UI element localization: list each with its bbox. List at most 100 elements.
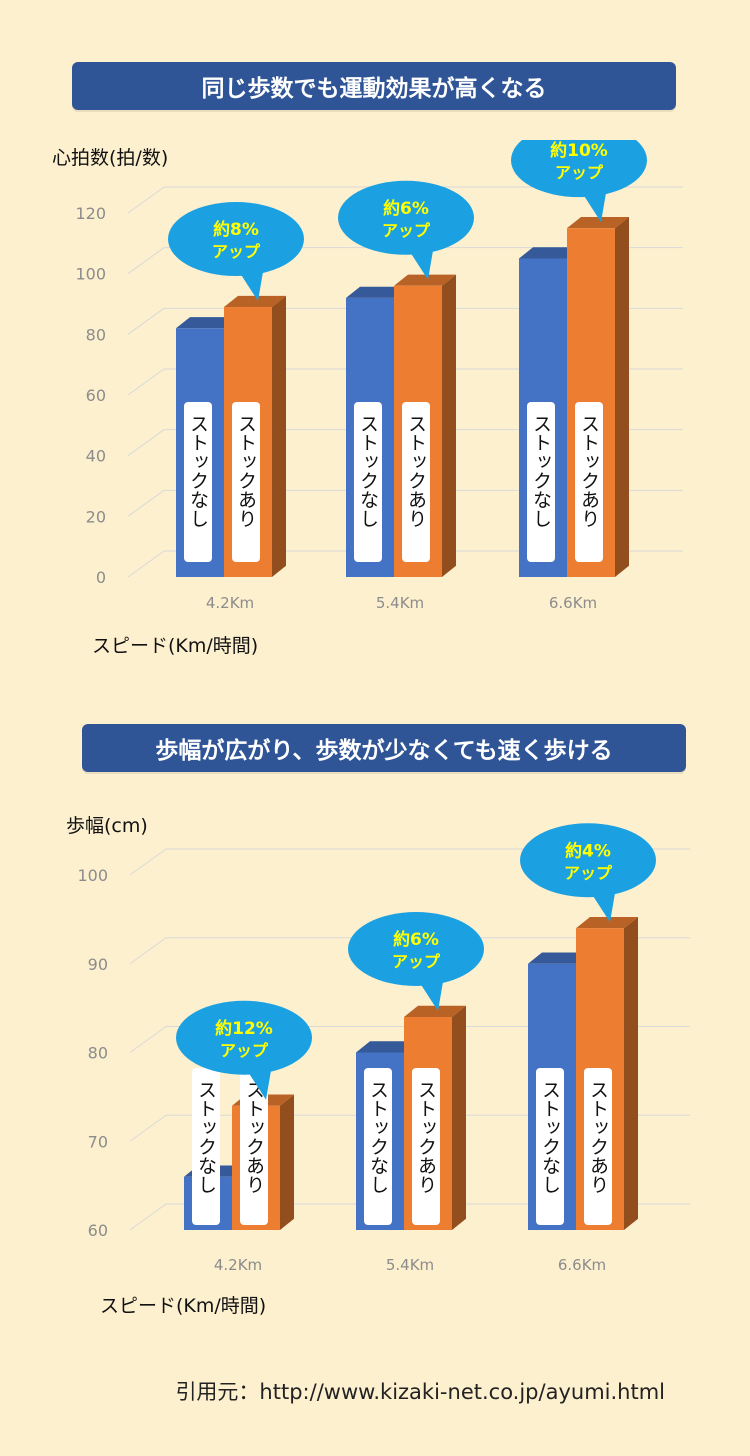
series-label: ストックあり (243, 1080, 265, 1194)
gridline-diagonal (127, 247, 165, 275)
gridline-diagonal (129, 848, 167, 876)
series-label: ストックなし (367, 1080, 389, 1194)
series-label-box (584, 1068, 612, 1225)
series-label: ストックなし (357, 414, 379, 528)
series-label-box (536, 1068, 564, 1225)
y-axis-label: 心拍数(拍/数) (52, 147, 168, 169)
y-tick-label: 60 (86, 386, 106, 405)
series-label: ストックあり (587, 1080, 609, 1194)
callout-up-label: アップ (555, 163, 604, 182)
callout-bubble (348, 912, 484, 986)
bar-top (224, 295, 286, 308)
callout-percent: 約4% (565, 840, 611, 861)
gridline-diagonal (127, 429, 165, 457)
gridline-diagonal (129, 1203, 167, 1231)
gridline-diagonal (129, 1026, 167, 1053)
callout-pointer (238, 266, 264, 302)
bar-top (394, 274, 456, 286)
y-tick-label: 120 (75, 204, 106, 223)
citation-text: 引用元：http://www.kizaki-net.co.jp/ayumi.ht… (175, 1380, 665, 1404)
callout-up-label: アップ (220, 1041, 269, 1060)
callout-bubble (511, 140, 647, 198)
series-label-box (354, 402, 382, 562)
series-label: ストックあり (405, 414, 427, 528)
x-axis-label: スピード(Km/時間) (100, 1295, 266, 1317)
x-tick-label: 4.2Km (206, 594, 254, 612)
y-tick-label: 60 (88, 1221, 108, 1240)
gridline-diagonal (127, 489, 165, 517)
callout-percent: 約6% (383, 198, 429, 219)
bar-top (576, 917, 638, 929)
bar-side (442, 274, 456, 577)
callout-bubble (338, 180, 474, 255)
series-label-box (527, 402, 555, 562)
callout-pointer (408, 244, 434, 280)
callout-percent: 約12% (215, 1018, 273, 1039)
series-label: ストックなし (539, 1080, 561, 1194)
series-label-box (232, 402, 260, 562)
series-label-box (192, 1068, 220, 1225)
gridline-diagonal (129, 1114, 167, 1142)
callout-up-label: アップ (392, 952, 441, 971)
gridline-diagonal (127, 368, 165, 396)
chart1-title-banner: 同じ歩数でも運動効果が高くなる (72, 62, 676, 110)
bar-side (280, 1094, 294, 1230)
bar-top (176, 317, 238, 329)
callout-up-label: アップ (564, 863, 613, 882)
chart2-title-banner: 歩幅が広がり、歩数が少なくても速く歩ける (82, 724, 686, 772)
x-tick-label: 6.6Km (558, 1256, 606, 1274)
bar-side (452, 1005, 466, 1230)
gridline-diagonal (127, 186, 165, 214)
x-tick-label: 5.4Km (386, 1256, 434, 1274)
callout-bubble (168, 202, 304, 277)
series-label-box (575, 402, 603, 562)
gridline-diagonal (129, 937, 167, 965)
y-tick-label: 70 (88, 1132, 108, 1151)
y-tick-label: 90 (88, 955, 108, 974)
series-label-box (240, 1068, 268, 1225)
callout-pointer (590, 887, 616, 923)
bar-top (528, 952, 590, 964)
x-tick-label: 6.6Km (549, 594, 597, 612)
series-label-box (184, 402, 212, 562)
callout-pointer (581, 187, 607, 223)
bar-top (519, 247, 581, 259)
bar-top (404, 1005, 466, 1017)
y-tick-label: 100 (77, 866, 108, 885)
x-axis-label: スピード(Km/時間) (92, 635, 258, 657)
callout-bubble (176, 1000, 312, 1075)
y-tick-label: 40 (86, 447, 106, 466)
gridline-diagonal (127, 550, 165, 578)
callout-pointer (246, 1064, 272, 1100)
y-tick-label: 20 (86, 507, 106, 526)
heart-rate-chart: 0 20 40 60 80 100 120 心拍数(拍/数) スピード(Km/時間) ストックなし… (52, 140, 683, 657)
bar-top (346, 286, 408, 298)
callout-up-label: アップ (382, 221, 431, 240)
bar-side (272, 295, 286, 577)
series-label: ストックなし (187, 414, 209, 528)
series-label: ストックあり (415, 1080, 437, 1194)
bar-side (624, 917, 638, 1230)
bar-top (567, 216, 629, 229)
gridline-diagonal (127, 307, 165, 335)
y-tick-label: 80 (86, 325, 106, 344)
y-tick-label: 100 (75, 265, 106, 284)
y-tick-label: 0 (96, 568, 106, 587)
series-label-box (412, 1068, 440, 1225)
callout-percent: 約8% (213, 219, 259, 240)
bar-side (615, 216, 629, 577)
y-tick-label: 80 (88, 1044, 108, 1063)
callout-percent: 約10% (550, 140, 608, 161)
series-label-box (364, 1068, 392, 1225)
series-label-box (402, 402, 430, 562)
series-label: ストックなし (195, 1080, 217, 1194)
series-label: ストックなし (530, 414, 552, 528)
stride-chart: 60 70 80 90 100 歩幅(cm) スピード(Km/時間) ストックなし ストックあり… (66, 815, 690, 1317)
y-axis-label: 歩幅(cm) (66, 815, 148, 837)
callout-percent: 約6% (393, 929, 439, 950)
callout-bubble (520, 823, 656, 898)
callout-pointer (418, 976, 444, 1011)
x-tick-label: 4.2Km (214, 1256, 262, 1274)
series-label: ストックあり (235, 414, 257, 528)
x-tick-label: 5.4Km (376, 594, 424, 612)
